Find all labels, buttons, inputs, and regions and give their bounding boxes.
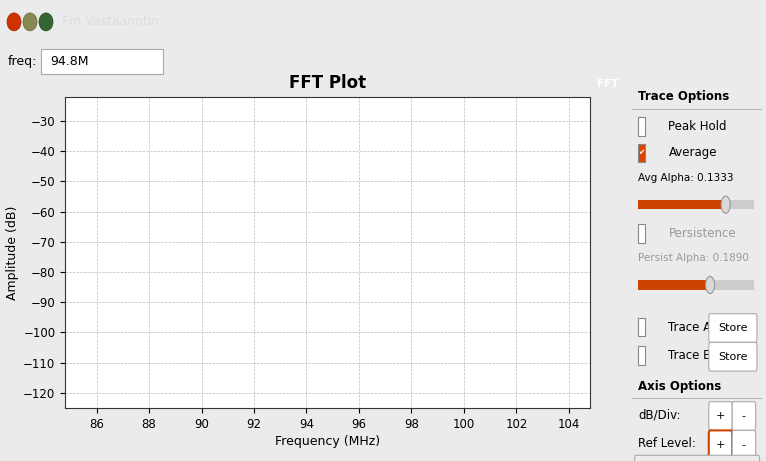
Ellipse shape — [7, 13, 21, 31]
Ellipse shape — [721, 196, 730, 213]
Text: Trace Options: Trace Options — [639, 90, 730, 103]
Text: Store: Store — [718, 352, 748, 362]
Text: 94.8M: 94.8M — [50, 55, 89, 68]
Bar — [639, 280, 714, 290]
Y-axis label: Amplitude (dB): Amplitude (dB) — [6, 205, 19, 300]
FancyBboxPatch shape — [638, 224, 644, 242]
Text: Avg Alpha: 0.1333: Avg Alpha: 0.1333 — [639, 173, 734, 183]
FancyBboxPatch shape — [41, 49, 163, 74]
Text: Persistence: Persistence — [669, 227, 736, 240]
Text: +: + — [715, 411, 725, 421]
Text: Trace B: Trace B — [669, 349, 712, 362]
FancyBboxPatch shape — [732, 431, 755, 459]
FancyBboxPatch shape — [638, 346, 644, 365]
Ellipse shape — [39, 13, 53, 31]
Text: Ref Level:: Ref Level: — [639, 437, 696, 450]
Bar — [714, 280, 755, 290]
Text: Store: Store — [718, 323, 748, 333]
FancyBboxPatch shape — [634, 455, 760, 461]
FancyBboxPatch shape — [638, 318, 644, 337]
FancyBboxPatch shape — [638, 117, 644, 136]
Text: Persist Alpha: 0.1890: Persist Alpha: 0.1890 — [639, 253, 749, 263]
FancyBboxPatch shape — [732, 402, 755, 431]
Ellipse shape — [23, 13, 37, 31]
Text: Fm Vastaanotin: Fm Vastaanotin — [62, 15, 159, 29]
Bar — [725, 200, 755, 209]
Text: -: - — [742, 440, 746, 450]
Text: Axis Options: Axis Options — [639, 380, 722, 393]
Title: FFT Plot: FFT Plot — [289, 75, 366, 93]
FancyBboxPatch shape — [709, 313, 757, 343]
Text: +: + — [715, 440, 725, 450]
Text: dB/Div:: dB/Div: — [639, 408, 681, 421]
Text: -: - — [742, 411, 746, 421]
Ellipse shape — [705, 277, 715, 294]
FancyBboxPatch shape — [709, 402, 732, 431]
Text: Trace A: Trace A — [669, 320, 712, 334]
FancyBboxPatch shape — [709, 343, 757, 371]
Bar — [639, 200, 725, 209]
Text: Average: Average — [669, 147, 717, 160]
Text: ✔: ✔ — [638, 148, 644, 158]
Text: freq:: freq: — [8, 55, 38, 68]
FancyBboxPatch shape — [638, 144, 644, 162]
FancyBboxPatch shape — [709, 431, 732, 459]
X-axis label: Frequency (MHz): Frequency (MHz) — [275, 435, 380, 448]
Text: Peak Hold: Peak Hold — [669, 120, 727, 133]
Text: FFT: FFT — [597, 79, 618, 89]
